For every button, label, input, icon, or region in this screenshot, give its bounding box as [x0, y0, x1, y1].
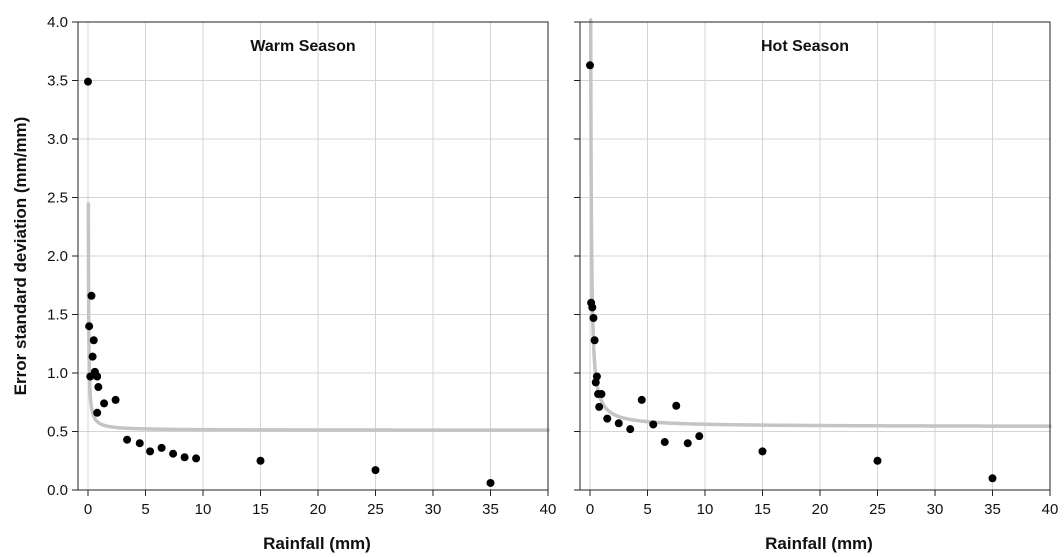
x-tick-label: 35: [482, 501, 499, 518]
data-point-warm-season: [85, 322, 94, 331]
y-tick-label: 1.0: [47, 365, 68, 382]
data-point-hot-season: [603, 414, 612, 423]
fit-curve-warm-season: [86, 202, 550, 432]
x-tick-label: 20: [812, 501, 829, 518]
data-point-warm-season: [100, 399, 109, 408]
data-point-hot-season: [595, 402, 604, 411]
x-tick-label: 15: [754, 501, 771, 518]
data-point-warm-season: [94, 383, 103, 392]
data-point-hot-season: [637, 395, 646, 404]
x-tick-label: 0: [84, 501, 92, 518]
data-point-hot-season: [626, 425, 635, 434]
data-point-hot-season: [683, 439, 692, 448]
data-point-warm-season: [93, 372, 102, 381]
x-tick-label: 35: [984, 501, 1001, 518]
y-tick-label: 1.5: [47, 307, 68, 324]
data-point-hot-season: [672, 401, 681, 410]
data-point-hot-season: [588, 303, 597, 312]
x-axis-title-hot-season: Rainfall (mm): [765, 534, 873, 553]
data-point-warm-season: [371, 466, 380, 475]
x-tick-label: 40: [1042, 501, 1059, 518]
data-point-warm-season: [89, 336, 98, 345]
y-tick-label: 2.0: [47, 248, 68, 265]
data-point-warm-season: [157, 443, 166, 452]
y-tick-label: 3.0: [47, 131, 68, 148]
data-point-warm-season: [146, 447, 155, 456]
panel-hot-season: 0 5 10 15 20 25 30 35 40 Hot Season Rainfall (mm…: [574, 18, 1059, 553]
x-tick-label: 10: [697, 501, 714, 518]
y-tick-label: 2.5: [47, 190, 68, 207]
x-tick-label: 30: [425, 501, 442, 518]
data-point-warm-season: [123, 435, 132, 444]
y-tick-label: 4.0: [47, 14, 68, 31]
data-point-warm-season: [88, 352, 97, 361]
data-point-warm-season: [169, 449, 178, 458]
data-point-warm-season: [256, 456, 265, 465]
x-tick-label: 5: [141, 501, 149, 518]
y-tick-label: 3.5: [47, 73, 68, 90]
x-tick-label: 40: [540, 501, 557, 518]
data-point-hot-season: [592, 372, 601, 381]
x-tick-label: 25: [367, 501, 384, 518]
x-tick-label: 0: [586, 501, 594, 518]
data-point-warm-season: [486, 478, 495, 487]
data-point-hot-season: [589, 314, 598, 323]
data-point-hot-season: [597, 390, 606, 399]
data-point-hot-season: [988, 474, 997, 483]
y-tick-label: 0.0: [47, 482, 68, 499]
data-point-warm-season: [87, 291, 96, 300]
data-point-warm-season: [135, 439, 144, 448]
x-tick-label: 15: [252, 501, 269, 518]
data-point-warm-season: [84, 77, 92, 86]
data-point-hot-season: [649, 420, 658, 429]
data-point-hot-season: [590, 336, 599, 345]
y-tick-label: 0.5: [47, 424, 68, 441]
fit-curve-hot-season: [588, 18, 1052, 428]
y-axis-title: Error standard deviation (mm/mm): [11, 117, 30, 396]
x-tick-label: 5: [643, 501, 651, 518]
data-point-warm-season: [180, 453, 189, 462]
panel-warm-season: 0 5 10 15 20 25 30 35 40 0.0 0.5 1.0 1.5 2.0 2.5 3.0 3.5…: [47, 14, 556, 553]
data-point-hot-season: [758, 447, 767, 456]
data-point-hot-season: [614, 419, 623, 428]
x-tick-label: 20: [310, 501, 327, 518]
x-tick-label: 25: [869, 501, 886, 518]
data-point-warm-season: [93, 408, 102, 417]
x-tick-label: 30: [927, 501, 944, 518]
data-point-hot-season: [873, 456, 882, 465]
x-tick-label: 10: [195, 501, 212, 518]
x-axis-title-warm-season: Rainfall (mm): [263, 534, 371, 553]
data-point-warm-season: [111, 395, 120, 404]
data-point-hot-season: [695, 432, 704, 441]
data-point-hot-season: [586, 61, 594, 70]
panel-title-hot-season: Hot Season: [761, 38, 849, 55]
data-point-hot-season: [660, 438, 669, 447]
panel-title-warm-season: Warm Season: [250, 38, 355, 55]
data-point-warm-season: [192, 454, 201, 463]
